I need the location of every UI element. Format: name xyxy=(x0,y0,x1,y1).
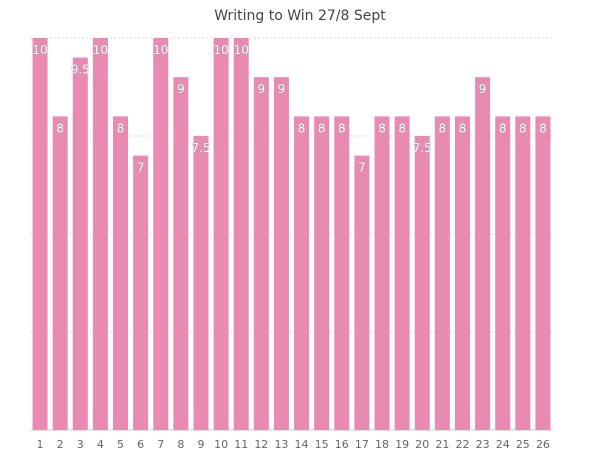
x-tick-label: 14 xyxy=(295,438,309,451)
data-label: 8 xyxy=(439,121,447,135)
bar xyxy=(92,38,108,430)
x-tick-label: 11 xyxy=(234,438,248,451)
bar xyxy=(334,116,350,431)
bar xyxy=(253,77,269,430)
bar xyxy=(173,77,189,430)
bar xyxy=(535,116,551,431)
data-label: 8 xyxy=(378,121,386,135)
bar xyxy=(314,116,330,431)
bar xyxy=(273,77,289,430)
data-label: 8 xyxy=(499,121,507,135)
bar xyxy=(475,77,491,430)
x-tick-label: 21 xyxy=(435,438,449,451)
x-tick-label: 15 xyxy=(315,438,329,451)
x-tick-label: 4 xyxy=(97,438,104,451)
bar xyxy=(394,116,410,431)
x-tick-labels: 1 2 3 4 5 6 7 8 9 10 11 12 13 14 15 16 17 18 19 20 21 22 23 24 2… xyxy=(37,438,550,451)
bars xyxy=(32,38,551,431)
data-label: 9 xyxy=(258,82,266,96)
x-tick-label: 26 xyxy=(536,438,550,451)
x-tick-label: 18 xyxy=(375,438,389,451)
x-tick-label: 9 xyxy=(197,438,204,451)
data-label: 10 xyxy=(93,43,108,57)
bar xyxy=(52,116,68,431)
data-label: 9 xyxy=(278,82,286,96)
x-tick-label: 19 xyxy=(395,438,409,451)
data-label: 7.5 xyxy=(413,141,432,155)
data-label: 8 xyxy=(117,121,125,135)
bar xyxy=(515,116,531,431)
bar xyxy=(434,116,450,431)
data-label: 8 xyxy=(318,121,326,135)
data-label: 8 xyxy=(539,121,547,135)
data-label: 7 xyxy=(137,161,145,175)
x-tick-label: 17 xyxy=(355,438,369,451)
data-label: 8 xyxy=(459,121,467,135)
data-label: 10 xyxy=(234,43,249,57)
x-tick-label: 20 xyxy=(415,438,429,451)
bar xyxy=(133,155,149,430)
x-tick-label: 12 xyxy=(254,438,268,451)
x-tick-label: 24 xyxy=(496,438,510,451)
x-tick-label: 16 xyxy=(335,438,349,451)
bar xyxy=(294,116,310,431)
x-tick-label: 3 xyxy=(77,438,84,451)
data-label: 8 xyxy=(298,121,306,135)
bar xyxy=(454,116,470,431)
x-tick-label: 5 xyxy=(117,438,124,451)
x-tick-label: 13 xyxy=(274,438,288,451)
bar xyxy=(233,38,249,430)
bar xyxy=(32,38,48,430)
data-label: 10 xyxy=(32,43,47,57)
data-label: 8 xyxy=(398,121,406,135)
bar xyxy=(113,116,129,431)
data-label: 7.5 xyxy=(191,141,210,155)
x-tick-label: 2 xyxy=(57,438,64,451)
x-tick-label: 10 xyxy=(214,438,228,451)
x-tick-label: 6 xyxy=(137,438,144,451)
data-label: 8 xyxy=(519,121,527,135)
x-tick-label: 22 xyxy=(455,438,469,451)
data-label: 9 xyxy=(177,82,185,96)
bar xyxy=(72,57,88,430)
bar xyxy=(414,136,430,430)
bar xyxy=(213,38,229,430)
bar xyxy=(374,116,390,431)
data-label: 9 xyxy=(479,82,487,96)
data-label: 7 xyxy=(358,161,366,175)
data-label: 10 xyxy=(153,43,168,57)
x-tick-label: 7 xyxy=(157,438,164,451)
data-label: 8 xyxy=(56,121,64,135)
bar xyxy=(354,155,370,430)
x-tick-label: 1 xyxy=(37,438,44,451)
x-tick-label: 25 xyxy=(516,438,530,451)
data-label: 10 xyxy=(213,43,228,57)
bar xyxy=(193,136,209,430)
data-label: 8 xyxy=(338,121,346,135)
x-tick-label: 8 xyxy=(177,438,184,451)
gridlines xyxy=(30,37,553,333)
bar xyxy=(153,38,169,430)
x-tick-label: 23 xyxy=(476,438,490,451)
chart-title: Writing to Win 27/8 Sept xyxy=(214,8,386,24)
data-label: 9.5 xyxy=(71,63,90,77)
bar xyxy=(495,116,511,431)
